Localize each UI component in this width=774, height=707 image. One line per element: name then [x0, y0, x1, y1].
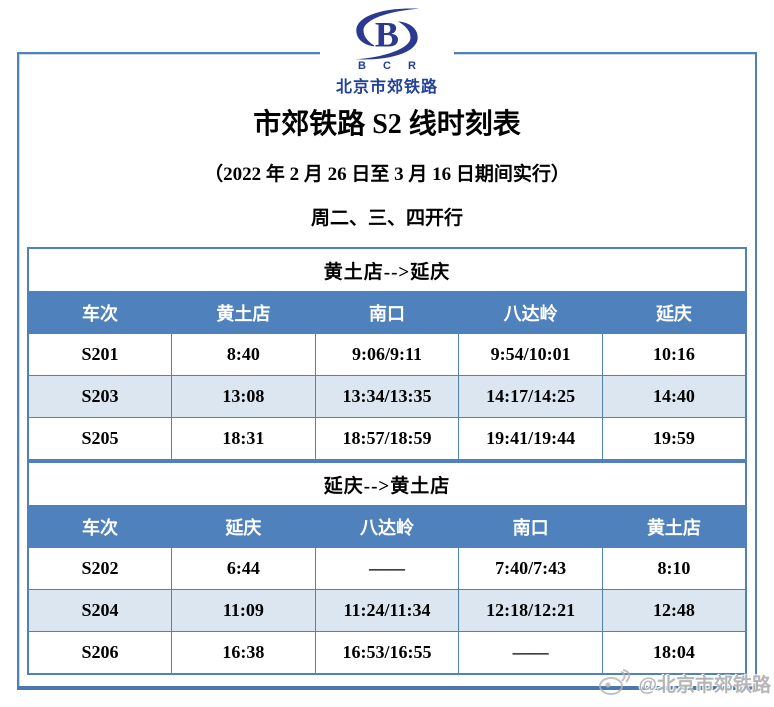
timetables: 黄土店-->延庆 车次 黄土店 南口 八达岭 延庆 S201 8:40 9:06/9:11 9:5…: [27, 247, 747, 675]
time-cell: 19:59: [601, 417, 747, 461]
train-number-cell: S202: [27, 547, 173, 590]
logo-name: 北京市郊铁路: [335, 79, 439, 96]
column-header: 延庆: [601, 291, 747, 334]
time-cell: 8:10: [601, 547, 747, 590]
time-cell: 7:40/7:43: [458, 547, 603, 590]
column-header: 南口: [314, 291, 460, 334]
train-number-cell: S205: [27, 417, 173, 461]
time-cell: 12:18/12:21: [458, 589, 603, 632]
time-cell: 16:53/16:55: [314, 631, 460, 675]
timetable-row: S204 11:09 11:24/11:34 12:18/12:21 12:48: [27, 589, 747, 632]
time-cell: 9:06/9:11: [314, 333, 460, 376]
time-cell: 18:04: [601, 631, 747, 675]
column-header: 黄土店: [601, 505, 747, 548]
time-cell: 14:40: [601, 375, 747, 418]
time-cell: 12:48: [601, 589, 747, 632]
time-cell: 11:24/11:34: [314, 589, 460, 632]
time-cell: 14:17/14:25: [458, 375, 603, 418]
time-cell: 13:08: [171, 375, 316, 418]
time-cell: 6:44: [171, 547, 316, 590]
train-number-cell: S204: [27, 589, 173, 632]
direction-header: 延庆-->黄土店: [27, 461, 747, 506]
watermark-handle: @北京市郊铁路: [638, 674, 771, 696]
train-number-cell: S203: [27, 375, 173, 418]
timetable-row: S203 13:08 13:34/13:35 14:17/14:25 14:40: [27, 375, 747, 418]
timetable-row: S202 6:44 —— 7:40/7:43 8:10: [27, 547, 747, 590]
time-cell: ——: [458, 631, 603, 675]
weibo-icon: [599, 669, 631, 695]
time-cell: 18:31: [171, 417, 316, 461]
logo-letter-b: B: [375, 15, 399, 55]
service-days: 周二、三、四开行: [310, 208, 463, 229]
time-cell: 13:34/13:35: [314, 375, 460, 418]
column-header: 车次: [27, 291, 173, 334]
column-header: 车次: [27, 505, 173, 548]
time-cell: 8:40: [171, 333, 316, 376]
logo-abbr: B C R: [358, 60, 423, 72]
time-cell: 11:09: [171, 589, 316, 632]
timetable-2: 延庆-->黄土店 车次 延庆 八达岭 南口 黄土店 S202 6:44 —— 7:40/7:43 8…: [27, 461, 747, 675]
time-cell: 10:16: [601, 333, 747, 376]
column-header: 延庆: [171, 505, 316, 548]
timetable-row: S205 18:31 18:57/18:59 19:41/19:44 19:59: [27, 417, 747, 461]
column-header: 南口: [458, 505, 603, 548]
column-header: 八达岭: [314, 505, 460, 548]
time-cell: 9:54/10:01: [458, 333, 603, 376]
bcr-logo-icon: B: [354, 8, 420, 60]
valid-period-subtitle: （2022 年 2 月 26 日至 3 月 16 日期间实行）: [204, 164, 570, 185]
timetable-row: S206 16:38 16:53/16:55 —— 18:04: [27, 631, 747, 675]
train-number-cell: S201: [27, 333, 173, 376]
logo: B B C R 北京市郊铁路: [319, 0, 455, 99]
time-cell: ——: [314, 547, 460, 590]
watermark: @北京市郊铁路: [597, 669, 771, 697]
time-cell: 18:57/18:59: [314, 417, 460, 461]
time-cell: 16:38: [171, 631, 316, 675]
time-cell: 19:41/19:44: [458, 417, 603, 461]
column-header: 黄土店: [171, 291, 316, 334]
timetable-row: S201 8:40 9:06/9:11 9:54/10:01 10:16: [27, 333, 747, 376]
page-title: 市郊铁路 S2 线时刻表: [253, 109, 521, 140]
column-header: 八达岭: [458, 291, 603, 334]
train-number-cell: S206: [27, 631, 173, 675]
direction-header: 黄土店-->延庆: [27, 247, 747, 292]
timetable-1: 黄土店-->延庆 车次 黄土店 南口 八达岭 延庆 S201 8:40 9:06/9:11 9:5…: [27, 247, 747, 461]
